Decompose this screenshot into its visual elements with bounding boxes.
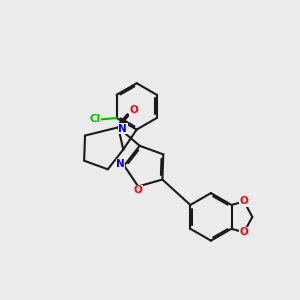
Text: O: O — [134, 185, 142, 195]
Text: O: O — [240, 196, 248, 206]
Text: N: N — [116, 159, 125, 169]
Text: O: O — [130, 105, 138, 116]
Text: O: O — [240, 227, 248, 237]
Text: N: N — [118, 124, 127, 134]
Text: Cl: Cl — [89, 115, 100, 124]
